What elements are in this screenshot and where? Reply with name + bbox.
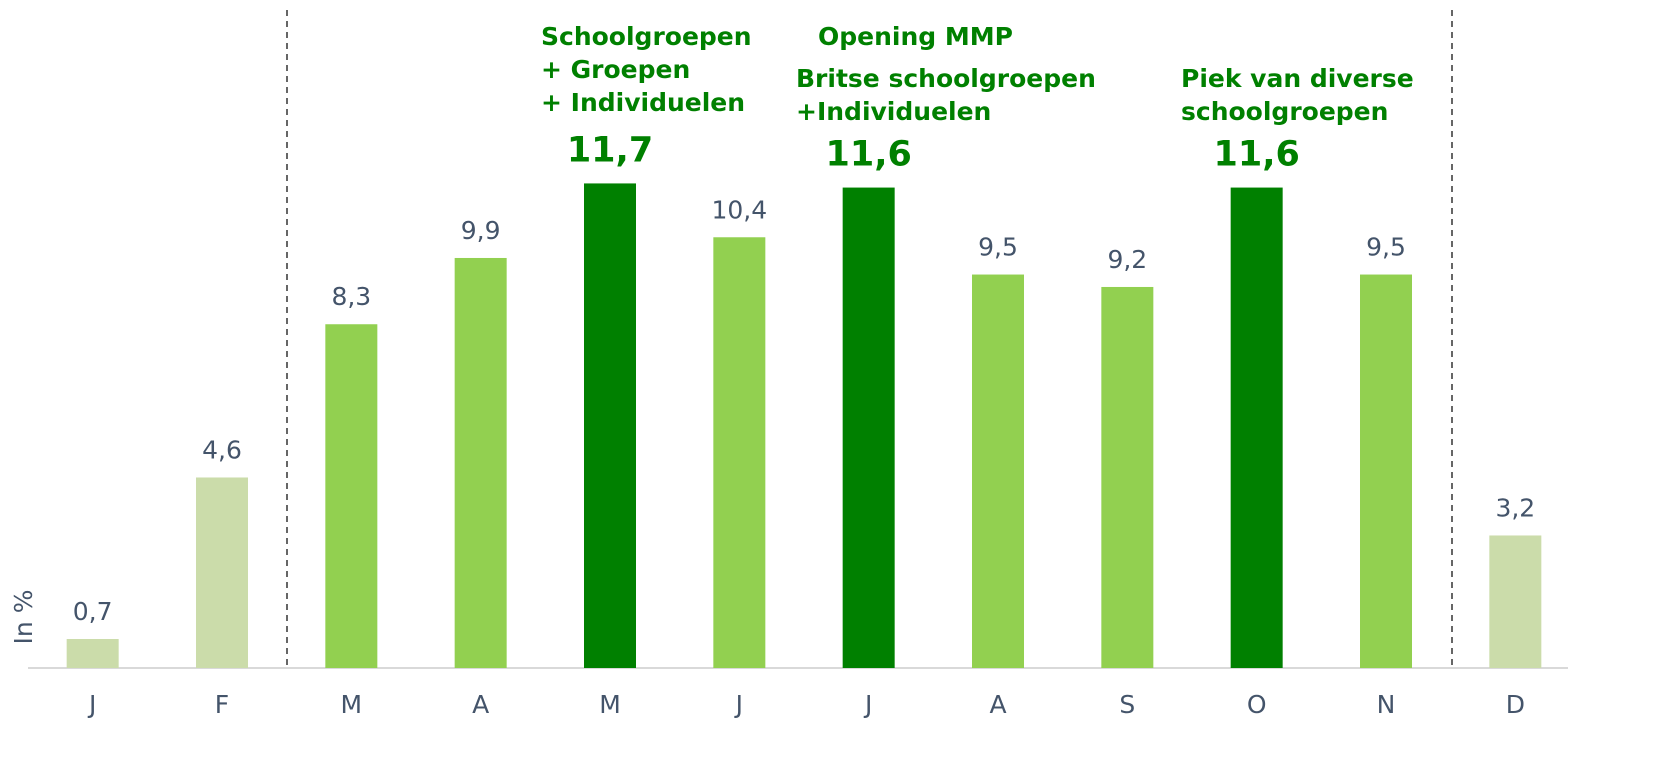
bar xyxy=(1101,286,1154,668)
value-label: 8,3 xyxy=(331,282,371,311)
x-tick-label: D xyxy=(1506,690,1525,719)
annotation: + Groepen xyxy=(541,55,690,84)
annotation: + Individuelen xyxy=(541,88,745,117)
annotation: Piek van diverse xyxy=(1181,64,1414,93)
x-tick-label: J xyxy=(734,690,743,719)
bar xyxy=(713,237,766,668)
bar xyxy=(66,639,119,668)
x-tick-label: O xyxy=(1247,690,1267,719)
x-tick-label: M xyxy=(599,690,621,719)
bar xyxy=(325,324,378,668)
value-label: 9,5 xyxy=(1366,233,1406,262)
value-label: 3,2 xyxy=(1495,493,1535,522)
value-label: 4,6 xyxy=(202,435,242,464)
value-label: 9,2 xyxy=(1107,245,1147,274)
annotation: +Individuelen xyxy=(796,97,991,126)
value-label: 0,7 xyxy=(73,597,113,626)
value-label: 10,4 xyxy=(711,195,767,224)
bar xyxy=(842,187,895,669)
x-tick-label: M xyxy=(341,690,363,719)
x-tick-label: A xyxy=(989,690,1006,719)
x-tick-label: F xyxy=(215,690,229,719)
bar xyxy=(1360,274,1412,668)
x-tick-label: N xyxy=(1377,690,1396,719)
y-axis-label: In % xyxy=(9,590,38,645)
bar xyxy=(972,274,1024,668)
bar xyxy=(454,257,507,668)
annotation: Schoolgroepen xyxy=(541,22,752,51)
value-label: 11,6 xyxy=(825,135,911,175)
value-label: 9,5 xyxy=(978,233,1018,262)
x-tick-label: J xyxy=(863,690,872,719)
x-tick-label: S xyxy=(1119,690,1135,719)
x-tick-label: J xyxy=(87,690,96,719)
bar xyxy=(1489,535,1542,668)
value-label: 9,9 xyxy=(461,216,501,245)
annotation: Britse schoolgroepen xyxy=(796,64,1096,93)
value-label: 11,7 xyxy=(567,130,653,170)
value-label: 11,6 xyxy=(1213,135,1299,175)
bar xyxy=(196,477,248,668)
annotation: schoolgroepen xyxy=(1181,97,1388,126)
annotation: Opening MMP xyxy=(818,22,1013,51)
x-tick-label: A xyxy=(472,690,489,719)
bar xyxy=(1230,187,1283,669)
bar xyxy=(584,183,636,669)
